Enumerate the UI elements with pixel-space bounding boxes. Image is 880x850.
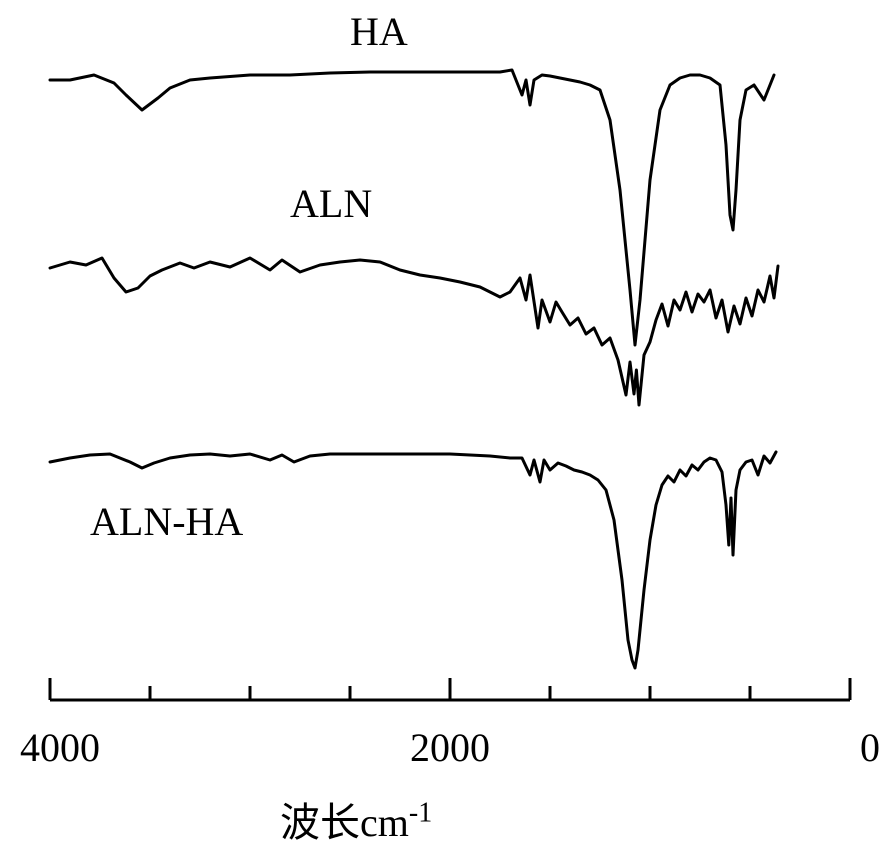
series-HA [50,70,774,345]
series-ALN-HA [50,452,776,668]
series-ALN [50,258,778,405]
chart-svg [0,0,880,850]
ftir-chart: HAALNALN-HA400020000波长cm-1 [0,0,880,850]
